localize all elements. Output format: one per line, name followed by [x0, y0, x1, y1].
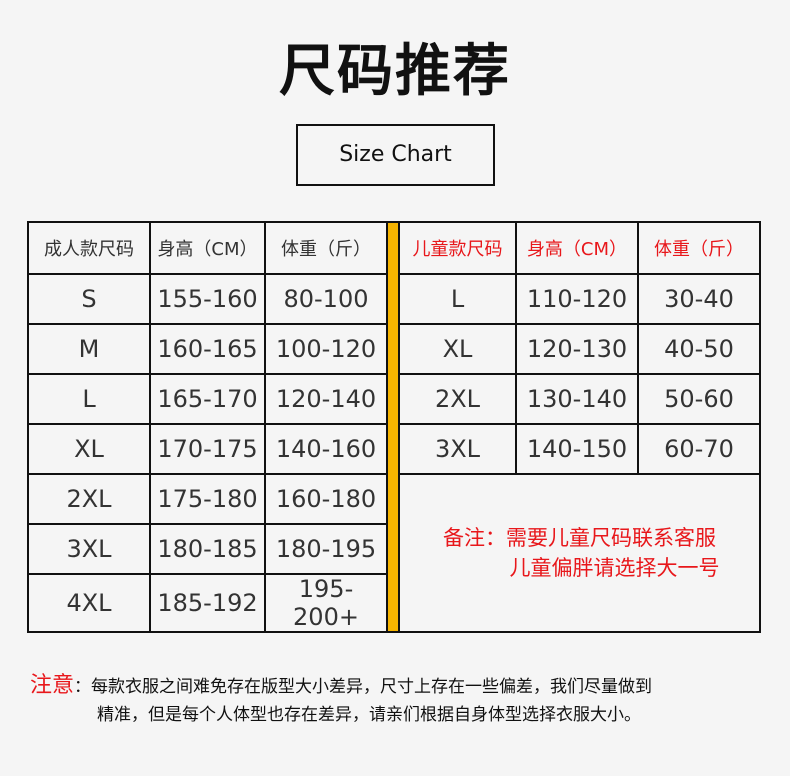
child-header-cell: 儿童款尺码	[398, 221, 517, 275]
adult-header-cell: 成人款尺码	[27, 221, 151, 275]
child-cell: 50-60	[637, 373, 761, 425]
adult-cell: 160-165	[149, 323, 266, 375]
table-row: M 160-165 100-120 XL 120-130 40-50	[27, 323, 761, 375]
header-row: 成人款尺码 身高（CM） 体重（斤） 儿童款尺码 身高（CM） 体重（斤）	[27, 221, 761, 633]
table-row: L 165-170 120-140 2XL 130-140 50-60	[27, 373, 761, 425]
child-cell: 3XL	[398, 423, 517, 475]
adult-cell: 4XL	[27, 573, 151, 633]
adult-cell: 100-120	[264, 323, 388, 375]
footnote: 注意：每款衣服之间难免存在版型大小差异，尺寸上存在一些偏差，我们尽量做到 精准，…	[30, 672, 652, 729]
orange-divider	[386, 221, 400, 633]
child-header-cell: 体重（斤）	[637, 221, 761, 275]
footnote-label: 注意	[30, 673, 75, 698]
adult-header-cell: 身高（CM）	[149, 221, 266, 275]
child-cell: 110-120	[515, 273, 639, 325]
footnote-line-2: 精准，但是每个人体型也存在差异，请亲们根据自身体型选择衣服大小。	[97, 705, 641, 725]
adult-cell: 180-185	[149, 523, 266, 575]
table-row: 4XL 185-192 195-200+	[27, 573, 760, 633]
table-row: 3XL 180-185 180-195	[27, 523, 760, 575]
table-row: S 155-160 80-100 L 110-120 30-40	[27, 273, 761, 325]
adult-cell: 3XL	[27, 523, 151, 575]
table-row: 2XL 175-180 160-180 备注：需要儿童尺码联系客服 儿童偏胖请选择大一号	[27, 473, 761, 633]
adult-cell: 2XL	[27, 473, 151, 525]
adult-cell: 140-160	[264, 423, 388, 475]
child-cell: 120-130	[515, 323, 639, 375]
adult-cell: L	[27, 373, 151, 425]
child-cell: 140-150	[515, 423, 639, 475]
child-cell: 30-40	[637, 273, 761, 325]
child-cell: 60-70	[637, 423, 761, 475]
adult-cell: 165-170	[149, 373, 266, 425]
adult-cell: S	[27, 273, 151, 325]
adult-cell: 180-195	[264, 523, 388, 575]
child-cell: 2XL	[398, 373, 517, 425]
size-table: 成人款尺码 身高（CM） 体重（斤） 儿童款尺码 身高（CM） 体重（斤） S 155-160…	[27, 221, 761, 633]
adult-header-cell: 体重（斤）	[264, 221, 388, 275]
adult-cell: 120-140	[264, 373, 388, 425]
adult-cell: M	[27, 323, 151, 375]
table-row: XL 170-175 140-160 3XL 140-150 60-70	[27, 423, 761, 475]
child-cell: XL	[398, 323, 517, 375]
child-note-line-2: 儿童偏胖请选择大一号	[509, 556, 720, 580]
adult-cell: 195-200+	[264, 573, 388, 633]
adult-cell: 80-100	[264, 273, 388, 325]
adult-cell: 160-180	[264, 473, 388, 525]
child-header-cell: 身高（CM）	[515, 221, 639, 275]
footnote-line-1: ：每款衣服之间难免存在版型大小差异，尺寸上存在一些偏差，我们尽量做到	[74, 677, 653, 697]
child-cell: L	[398, 273, 517, 325]
size-chart-label: Size Chart	[296, 124, 495, 186]
adult-cell: 185-192	[149, 573, 266, 633]
child-cell: 130-140	[515, 373, 639, 425]
child-note-line-1: 备注：需要儿童尺码联系客服	[443, 526, 716, 550]
child-note: 备注：需要儿童尺码联系客服儿童偏胖请选择大一号	[398, 473, 761, 633]
adult-cell: XL	[27, 423, 151, 475]
adult-cell: 155-160	[149, 273, 266, 325]
page-title: 尺码推荐	[279, 39, 511, 104]
adult-cell: 175-180	[149, 473, 266, 525]
child-cell: 40-50	[637, 323, 761, 375]
adult-cell: 170-175	[149, 423, 266, 475]
